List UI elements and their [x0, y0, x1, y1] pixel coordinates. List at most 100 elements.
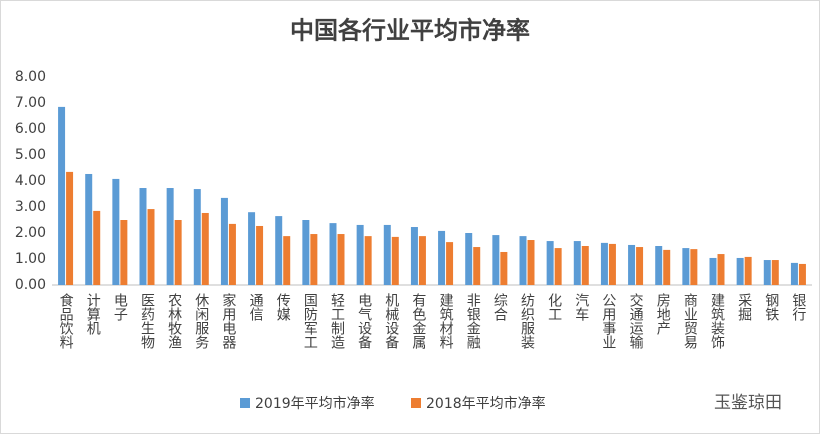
bar — [655, 246, 663, 285]
bar — [500, 251, 508, 285]
x-tick-label: 房地产 — [655, 293, 671, 336]
x-tick-label: 综合 — [492, 293, 508, 321]
bar — [85, 173, 93, 285]
x-tick-label: 轻工制造 — [329, 293, 345, 350]
x-tick-label: 休闲服务 — [193, 293, 209, 349]
bar — [391, 236, 399, 285]
bar — [112, 178, 120, 285]
x-tick-label: 建筑装饰 — [709, 293, 725, 349]
x-tick-label: 采掘 — [736, 293, 752, 321]
x-tick-label: 机械设备 — [383, 293, 399, 349]
x-tick-label: 计算机 — [85, 293, 101, 336]
bar — [418, 236, 426, 285]
bar — [201, 212, 209, 285]
bar — [66, 171, 74, 285]
bar — [527, 240, 535, 285]
bar — [717, 254, 725, 285]
y-tick-label: 4.00 — [15, 173, 46, 189]
bar — [492, 235, 500, 285]
bar — [581, 246, 589, 285]
bar — [329, 223, 337, 285]
bar — [465, 233, 473, 285]
x-tick-label: 农林牧渔 — [166, 293, 182, 349]
bar — [519, 236, 527, 285]
y-tick-label: 8.00 — [15, 69, 46, 85]
x-tick-label: 传媒 — [275, 293, 291, 321]
x-tick-label: 建筑材料 — [438, 293, 454, 349]
bar — [628, 244, 636, 285]
x-tick-label: 通信 — [248, 293, 264, 321]
x-tick-label: 电子 — [112, 293, 128, 321]
y-tick-label: 3.00 — [15, 199, 46, 215]
x-tick-label: 汽车 — [573, 293, 589, 321]
bar — [174, 220, 182, 285]
bar — [438, 230, 446, 285]
legend-swatch — [240, 398, 250, 408]
x-tick-label: 钢铁 — [763, 293, 779, 321]
x-tick-label: 国防军工 — [302, 293, 318, 349]
bar — [663, 249, 671, 285]
bar — [744, 256, 752, 285]
x-tick-label: 银行 — [790, 293, 806, 322]
bar — [147, 209, 155, 285]
x-tick-label: 公用事业 — [600, 293, 616, 349]
bar — [256, 225, 264, 285]
bar — [58, 106, 66, 286]
bar — [193, 189, 201, 285]
bar — [166, 188, 174, 285]
bar — [546, 241, 554, 285]
x-tick-label: 医药生物 — [139, 293, 155, 350]
bar — [283, 236, 291, 285]
x-tick-label: 商业贸易 — [682, 293, 698, 349]
bar — [763, 260, 771, 285]
bar — [636, 247, 644, 285]
y-tick-label: 6.00 — [15, 121, 46, 137]
bar — [220, 197, 228, 285]
bar — [798, 263, 806, 285]
bar — [248, 212, 256, 285]
bar — [736, 257, 744, 285]
x-tick-label: 有色金属 — [410, 293, 426, 349]
bar — [608, 243, 616, 285]
bar — [682, 248, 690, 285]
bar — [139, 188, 147, 285]
bar — [473, 247, 481, 285]
bar — [275, 216, 283, 285]
bar — [120, 220, 128, 285]
legend-label: 2019年平均市净率 — [255, 395, 375, 412]
x-tick-label: 食品饮料 — [58, 292, 74, 349]
bar — [410, 227, 418, 285]
x-tick-label: 非银金融 — [465, 293, 481, 349]
bar — [554, 248, 562, 285]
bar — [600, 242, 608, 285]
bar — [310, 234, 318, 285]
legend-label: 2018年平均市净率 — [426, 395, 546, 412]
bar — [446, 242, 454, 285]
y-tick-label: 2.00 — [15, 225, 46, 241]
bar — [790, 262, 798, 285]
x-tick-label: 化工 — [546, 293, 562, 321]
y-tick-label: 7.00 — [15, 95, 46, 111]
bar — [302, 220, 310, 285]
bar — [771, 260, 779, 285]
chart-title: 中国各行业平均市净率 — [290, 16, 530, 45]
bar — [364, 236, 372, 285]
bar — [93, 210, 101, 285]
bar — [383, 224, 391, 285]
y-tick-label: 0.00 — [15, 277, 46, 293]
x-tick-label: 家用电器 — [220, 292, 236, 349]
bar — [573, 241, 581, 285]
bar — [356, 224, 364, 285]
x-tick-label: 电气设备 — [356, 293, 372, 349]
y-tick-label: 1.00 — [15, 251, 46, 267]
x-tick-label: 纺织服装 — [519, 293, 535, 349]
y-tick-label: 5.00 — [15, 147, 46, 163]
legend-swatch — [411, 398, 421, 408]
bar — [337, 234, 345, 285]
bar — [228, 223, 236, 285]
bar — [690, 249, 698, 285]
watermark: 玉鉴琼田 — [714, 393, 782, 413]
x-tick-label: 交通运输 — [628, 292, 644, 349]
